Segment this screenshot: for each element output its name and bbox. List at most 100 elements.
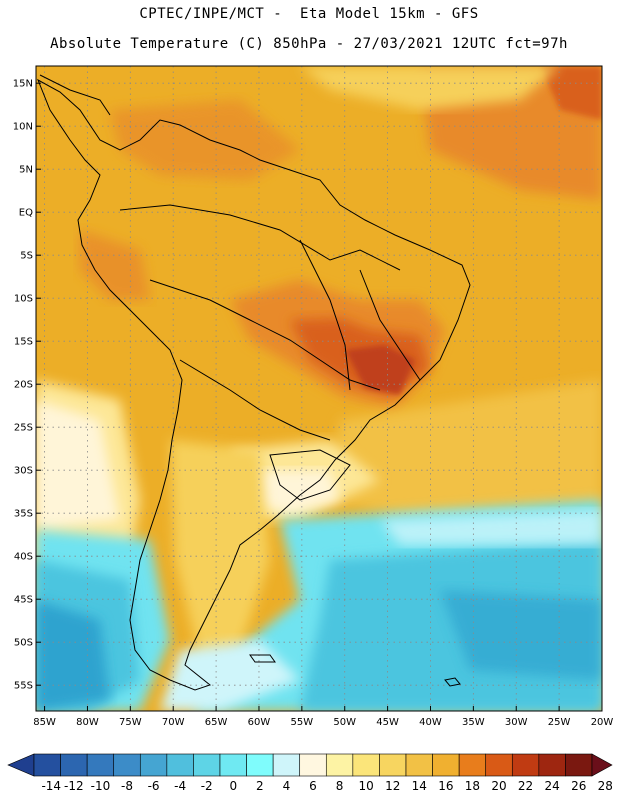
border-north [119, 204, 401, 271]
colorbar-cell [166, 753, 194, 777]
lon-label: 60W [248, 717, 271, 728]
colorbar-label: 4 [283, 779, 291, 793]
colorbar-cell [538, 753, 566, 777]
colorbar-label: 24 [545, 779, 560, 793]
colorbar-label: -2 [201, 779, 213, 793]
lat-label: 5N [19, 165, 33, 176]
field-amazon-warm [110, 100, 300, 180]
colorbar-label: 8 [336, 779, 344, 793]
central-america-coast [39, 74, 111, 116]
lon-label: 25W [548, 717, 571, 728]
colorbar-label: 14 [412, 779, 427, 793]
lon-label: 65W [205, 717, 228, 728]
colorbar: -14 -12 -10 -8 -6 -4 -2 0 2 4 6 8 10 12 14 16 18 20 22 24 26… [7, 753, 613, 793]
colorbar-cell [458, 753, 487, 777]
colorbar-cell [325, 753, 354, 777]
lon-label: 85W [33, 717, 56, 728]
colorbar-cell [113, 753, 141, 777]
colorbar-label: -12 [64, 779, 84, 793]
colorbar-label: -4 [174, 779, 186, 793]
colorbar-label: 22 [518, 779, 533, 793]
colorbar-cell [352, 753, 380, 777]
lon-label: 45W [376, 717, 399, 728]
colorbar-cell [432, 753, 460, 777]
colorbar-cell [299, 753, 327, 777]
colorbar-cell [511, 753, 540, 777]
colorbar-cell [565, 753, 593, 777]
colorbar-max-arrow [591, 753, 613, 777]
lat-label: 55S [14, 681, 33, 692]
field-pacific-pale [36, 400, 120, 530]
field-drake-ice [160, 640, 300, 711]
lat-label: 35S [14, 509, 33, 520]
colorbar-label: -14 [41, 779, 61, 793]
lat-label: 10N [13, 122, 33, 133]
south-america-coast [37, 78, 471, 691]
colorbar-label: -6 [148, 779, 160, 793]
colorbar-cell [379, 753, 407, 777]
field-pacific-coldest [36, 600, 110, 711]
colorbar-cell [272, 753, 301, 777]
border-brazil-east [359, 269, 421, 381]
lat-label: 40S [14, 552, 33, 563]
colorbar-label: 26 [571, 779, 586, 793]
colorbar-cell [219, 753, 247, 777]
map-title: CPTEC/INPE/MCT - Eta Model 15km - GFS [139, 6, 479, 22]
colorbar-label: 12 [385, 779, 400, 793]
border-brazil-inner [299, 239, 351, 391]
lon-label: 80W [76, 717, 99, 728]
longitude-axis: 85W 80W 75W 70W 65W 60W 55W 50W 45W 40W 35W 30W 25W 2… [33, 706, 613, 728]
colorbar-label: 2 [256, 779, 264, 793]
graticule [36, 66, 602, 711]
field-atlantic-coldest [440, 590, 602, 680]
coastlines [37, 74, 471, 691]
colorbar-cell [60, 753, 88, 777]
map-subtitle: Absolute Temperature (C) 850hPa - 27/03/… [50, 36, 568, 52]
field-interior-hottest [345, 345, 415, 395]
lat-label: 25S [14, 423, 33, 434]
colorbar-cell [246, 753, 274, 777]
colorbar-cell [33, 753, 61, 777]
colorbar-label: -8 [121, 779, 133, 793]
colorbar-cell [485, 753, 513, 777]
lat-label: 50S [14, 638, 33, 649]
colorbar-label: 20 [491, 779, 506, 793]
border-central [149, 279, 381, 391]
border-south [179, 359, 331, 441]
colorbar-label: 18 [465, 779, 480, 793]
lat-label: 10S [14, 294, 33, 305]
colorbar-cell [86, 753, 115, 777]
map-frame [35, 65, 603, 712]
colorbar-min-arrow [7, 753, 35, 777]
temperature-map: 15N 10N 5N EQ 5S 10S 15S 20S 25S 30S 35S 40S 45S 50S 5… [13, 65, 613, 728]
colorbar-label: 10 [359, 779, 374, 793]
lon-label: 40W [419, 717, 442, 728]
colorbar-cell [193, 753, 221, 777]
temperature-field [36, 66, 602, 711]
colorbar-label: 28 [598, 779, 613, 793]
lon-label: 30W [505, 717, 528, 728]
lat-label: 15S [14, 337, 33, 348]
lon-label: 55W [291, 717, 314, 728]
colorbar-label: 6 [309, 779, 317, 793]
falkland-islands [249, 654, 276, 663]
uruguay-border [269, 449, 351, 501]
latitude-axis: 15N 10N 5N EQ 5S 10S 15S 20S 25S 30S 35S 40S 45S 50S 5… [13, 79, 41, 692]
colorbar-labels: -14 -12 -10 -8 -6 -4 -2 0 2 4 6 8 10 12 14 16 18 20 22 24 26… [41, 779, 612, 793]
lat-label: 45S [14, 595, 33, 606]
lat-label: 5S [20, 251, 33, 262]
field-atlantic-ice [380, 510, 602, 545]
field-hot-northeast [540, 66, 602, 120]
field-caribbean [300, 66, 560, 110]
lon-label: 75W [119, 717, 142, 728]
lon-label: 50W [333, 717, 356, 728]
colorbar-label: 16 [438, 779, 453, 793]
lat-label: 30S [14, 466, 33, 477]
lat-label: 20S [14, 380, 33, 391]
colorbar-label: 0 [229, 779, 237, 793]
field-andes-warm [80, 230, 150, 300]
colorbar-label: -10 [91, 779, 111, 793]
colorbar-cells [7, 753, 613, 777]
colorbar-cell [139, 753, 168, 777]
lat-label: EQ [19, 208, 33, 219]
